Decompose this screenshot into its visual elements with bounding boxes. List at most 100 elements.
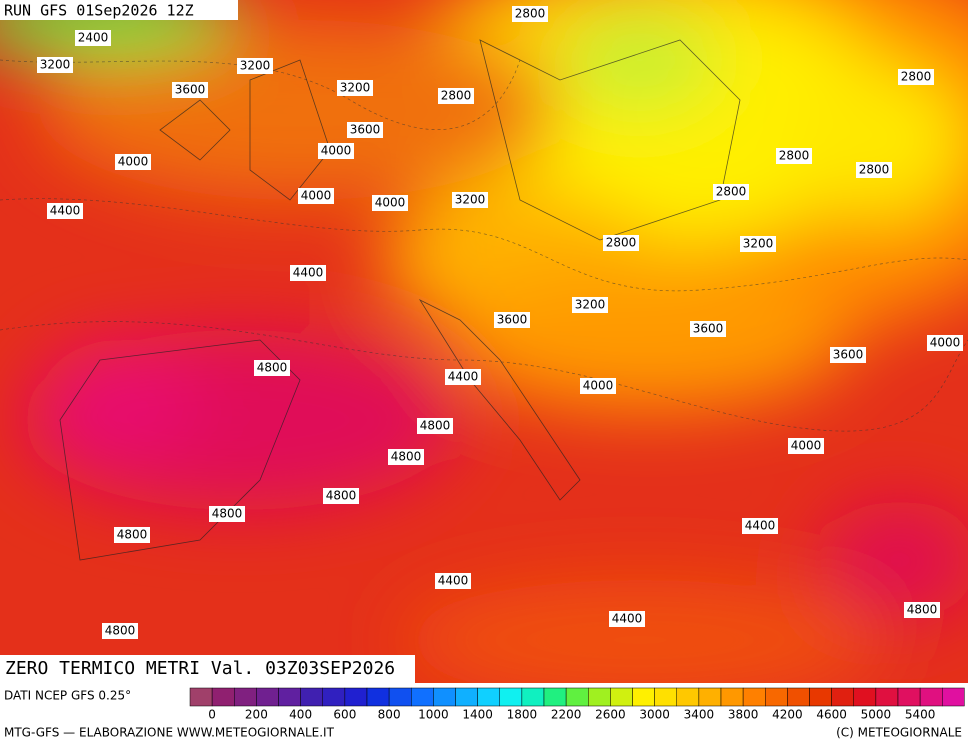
- colorbar-label: 200: [245, 708, 268, 722]
- colorbar-swatch: [787, 687, 810, 707]
- contour-label-box: [337, 80, 373, 96]
- contour-label-box: [609, 611, 645, 627]
- colorbar-label: 1400: [462, 708, 493, 722]
- contour-label-box: [209, 506, 245, 522]
- colorbar-swatch: [720, 687, 744, 707]
- contour-label-box: [417, 418, 453, 434]
- contour-label-box: [323, 488, 359, 504]
- colorbar-swatch: [809, 687, 832, 707]
- contour-label: 3600: [497, 313, 528, 327]
- colorbar-swatch: [234, 687, 257, 707]
- copyright: (C) METEOGIORNALE: [836, 726, 962, 740]
- colorbar-label: 600: [333, 708, 356, 722]
- credit: MTG-GFS — ELABORAZIONE WWW.METEOGIORNALE…: [4, 726, 335, 740]
- contour-label: 4400: [612, 612, 643, 626]
- contour-label: 4000: [301, 189, 332, 203]
- colorbar-swatch: [897, 687, 921, 707]
- contour-label: 2800: [441, 89, 472, 103]
- contour-label: 2400: [78, 31, 109, 45]
- source-label: DATI NCEP GFS 0.25°: [4, 689, 131, 703]
- map-field: [0, 0, 968, 683]
- contour-label-box: [713, 184, 749, 200]
- contour-label-box: [512, 6, 548, 22]
- colorbar-label: 800: [378, 708, 401, 722]
- colorbar-label: 4200: [772, 708, 803, 722]
- contour-label: 4800: [212, 507, 243, 521]
- colorbar-swatch: [455, 687, 478, 707]
- contour-label-box: [435, 573, 471, 589]
- contour-label-box: [237, 58, 273, 74]
- contour-label-box: [254, 360, 290, 376]
- contour-label: 2800: [606, 236, 637, 250]
- contour-label: 4400: [438, 574, 469, 588]
- colorbar-swatch: [676, 687, 700, 707]
- contour-label: 3200: [575, 298, 606, 312]
- colorbar-label: 0: [208, 708, 216, 722]
- colorbar-swatch: [322, 687, 346, 707]
- colorbar-swatch: [278, 687, 301, 707]
- colorbar-swatch: [411, 687, 434, 707]
- contour-label-box: [37, 57, 73, 73]
- map-title: ZERO TERMICO METRI Val. 03Z03SEP2026: [5, 658, 395, 679]
- contour-label-box: [927, 335, 963, 351]
- contour-label: 4400: [50, 204, 81, 218]
- contour-label-box: [318, 143, 354, 159]
- colorbar-label: 4600: [816, 708, 847, 722]
- contour-label: 4400: [293, 266, 324, 280]
- contour-label-box: [372, 195, 408, 211]
- contour-label-box: [740, 236, 776, 252]
- contour-label: 4000: [791, 439, 822, 453]
- colorbar-swatch: [189, 687, 213, 707]
- colorbar-swatch: [211, 687, 235, 707]
- colorbar-swatch: [942, 687, 965, 707]
- colorbar-label: 1800: [507, 708, 538, 722]
- colorbar-swatch: [610, 687, 633, 707]
- colorbar-label: 400: [289, 708, 312, 722]
- contour-label-box: [438, 88, 474, 104]
- contour-label: 4400: [448, 370, 479, 384]
- contour-label-box: [452, 192, 488, 208]
- contour-label: 3200: [240, 59, 271, 73]
- contour-label-box: [102, 623, 138, 639]
- contour-label: 3600: [350, 123, 381, 137]
- colorbar-swatch: [875, 687, 899, 707]
- contour-label: 4000: [118, 155, 149, 169]
- contour-label-box: [445, 369, 481, 385]
- contour-label-box: [47, 203, 83, 219]
- contour-label: 4800: [326, 489, 357, 503]
- contour-label-box: [172, 82, 208, 98]
- run-box: [0, 0, 238, 20]
- contour-label: 4000: [583, 379, 614, 393]
- contour-label-box: [898, 69, 934, 85]
- colorbar-label: 3800: [728, 708, 759, 722]
- colorbar-label: 2600: [595, 708, 626, 722]
- colorbar-swatch: [543, 687, 567, 707]
- colorbar-swatch: [765, 687, 788, 707]
- colorbar-label: 3400: [684, 708, 715, 722]
- colorbar-swatch: [499, 687, 523, 707]
- colorbar-label: 2200: [551, 708, 582, 722]
- contour-label: 2800: [859, 163, 890, 177]
- colorbar-swatch: [300, 687, 323, 707]
- contour-label: 4400: [745, 519, 776, 533]
- colorbar-swatch: [698, 687, 722, 707]
- contour-label: 3200: [340, 81, 371, 95]
- colorbar-swatch: [344, 687, 368, 707]
- contour-label-box: [830, 347, 866, 363]
- contour-label-box: [776, 148, 812, 164]
- contour-label-box: [75, 30, 111, 46]
- colorbar-swatch: [831, 687, 854, 707]
- contour-label-box: [347, 122, 383, 138]
- contour-label: 4800: [105, 624, 136, 638]
- colorbar-swatch: [632, 687, 655, 707]
- colorbar-label: 5400: [905, 708, 936, 722]
- contour-label: 3600: [693, 322, 724, 336]
- contour-label: 4000: [930, 336, 961, 350]
- contour-label-box: [114, 527, 150, 543]
- contour-label: 4800: [117, 528, 148, 542]
- colorbar-swatch: [853, 687, 877, 707]
- contour-label-box: [690, 321, 726, 337]
- run-label: RUN GFS 01Sep2026 12Z: [4, 2, 194, 20]
- colorbar-swatch: [919, 687, 943, 707]
